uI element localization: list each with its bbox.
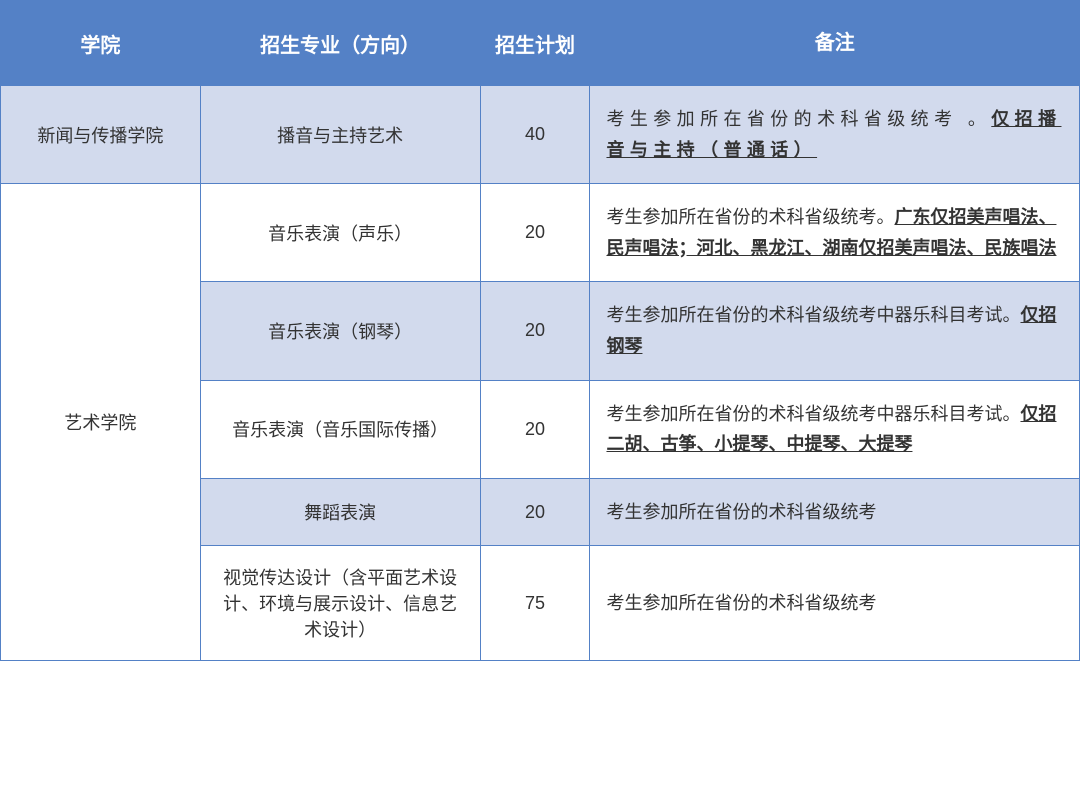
cell-major: 视觉传达设计（含平面艺术设计、环境与展示设计、信息艺术设计） [200,546,480,661]
note-plain: 考生参加所在省份的术科省级统考。 [606,207,894,227]
cell-plan: 40 [480,86,590,184]
header-plan: 招生计划 [480,1,590,86]
cell-plan: 20 [480,282,590,380]
cell-note: 考生参加所在省份的术科省级统考 [590,546,1080,661]
cell-note: 考生参加所在省份的术科省级统考中器乐科目考试。仅招钢琴 [590,282,1080,380]
table-row: 艺术学院音乐表演（声乐）20考生参加所在省份的术科省级统考。广东仅招美声唱法、民… [1,184,1080,282]
cell-plan: 20 [480,184,590,282]
cell-plan: 20 [480,478,590,546]
cell-college: 艺术学院 [1,184,201,661]
cell-note: 考生参加所在省份的术科省级统考。广东仅招美声唱法、民声唱法；河北、黑龙江、湖南仅… [590,184,1080,282]
note-plain: 考生参加所在省份的术科省级统考 [606,502,876,522]
table-row: 新闻与传播学院播音与主持艺术40考生参加所在省份的术科省级统考 。仅招播音与主持… [1,86,1080,184]
cell-plan: 75 [480,546,590,661]
table-body: 新闻与传播学院播音与主持艺术40考生参加所在省份的术科省级统考 。仅招播音与主持… [1,86,1080,661]
note-plain: 考生参加所在省份的术科省级统考 。 [606,109,991,129]
header-row: 学院 招生专业（方向） 招生计划 备注 [1,1,1080,86]
table-container: 广外招办广外招办广外招办广外招办广外招办广外招办广外招办 学院 招生专业（方向）… [0,0,1080,661]
cell-college: 新闻与传播学院 [1,86,201,184]
cell-major: 音乐表演（钢琴） [200,282,480,380]
header-major: 招生专业（方向） [200,1,480,86]
cell-major: 舞蹈表演 [200,478,480,546]
header-college: 学院 [1,1,201,86]
table-header: 学院 招生专业（方向） 招生计划 备注 [1,1,1080,86]
cell-note: 考生参加所在省份的术科省级统考中器乐科目考试。仅招二胡、古筝、小提琴、中提琴、大… [590,380,1080,478]
note-plain: 考生参加所在省份的术科省级统考中器乐科目考试。 [606,404,1020,424]
admissions-table: 学院 招生专业（方向） 招生计划 备注 新闻与传播学院播音与主持艺术40考生参加… [0,0,1080,661]
note-plain: 考生参加所在省份的术科省级统考 [606,593,876,613]
cell-plan: 20 [480,380,590,478]
cell-note: 考生参加所在省份的术科省级统考 。仅招播音与主持（普通话） [590,86,1080,184]
note-plain: 考生参加所在省份的术科省级统考中器乐科目考试。 [606,305,1020,325]
cell-major: 播音与主持艺术 [200,86,480,184]
cell-note: 考生参加所在省份的术科省级统考 [590,478,1080,546]
header-note: 备注 [590,1,1080,86]
cell-major: 音乐表演（音乐国际传播） [200,380,480,478]
cell-major: 音乐表演（声乐） [200,184,480,282]
